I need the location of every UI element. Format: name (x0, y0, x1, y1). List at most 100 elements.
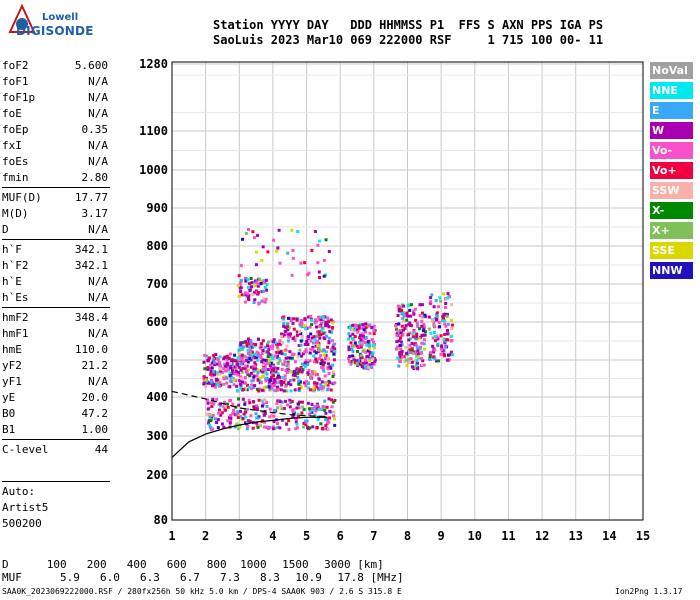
echo-point (276, 372, 280, 376)
echo-point (213, 363, 217, 367)
echo-point (208, 423, 212, 427)
echo-point (314, 409, 318, 413)
echo-point (436, 342, 440, 346)
echo-point (213, 361, 216, 365)
param-label: foF1 (2, 75, 29, 88)
echo-point (444, 302, 448, 305)
echo-point (417, 355, 420, 359)
echo-point (283, 374, 287, 378)
param-value: 348.4 (74, 311, 108, 324)
param-row: foF2 5.600 (2, 58, 108, 74)
echo-point (252, 291, 256, 295)
echo-point (326, 418, 330, 422)
echo-point (239, 368, 243, 372)
echo-point (246, 419, 250, 423)
echo-point (329, 388, 333, 392)
echo-point (239, 286, 243, 290)
echo-point (306, 371, 310, 375)
echo-point (353, 335, 357, 338)
echo-point (297, 406, 301, 410)
echo-point (264, 379, 268, 383)
echo-point (301, 405, 305, 409)
echo-point (326, 367, 330, 371)
echo-point (347, 357, 351, 361)
echo-point (248, 345, 251, 349)
echo-point (364, 350, 368, 354)
x-tick-label: 3 (236, 529, 243, 543)
echo-point (238, 356, 242, 359)
param-row: hmE 110.0 (2, 342, 108, 358)
param-label: B0 (2, 407, 16, 420)
echo-point (433, 348, 437, 352)
param-row: M(D) 3.17 (2, 206, 108, 222)
param-row: foEs N/A (2, 154, 108, 170)
echo-point (267, 385, 271, 389)
echo-point (408, 331, 412, 335)
echo-point (229, 380, 233, 384)
echo-point (322, 353, 326, 357)
param-row: foF1 N/A (2, 74, 108, 90)
echo-point (300, 354, 303, 358)
echo-point (415, 361, 419, 365)
echo-point (362, 334, 365, 338)
echo-point (205, 412, 209, 416)
echo-point (313, 321, 317, 325)
echo-point (360, 332, 364, 336)
echo-point (287, 335, 291, 339)
echo-point (208, 367, 212, 370)
echo-point (351, 323, 355, 327)
echo-point (402, 313, 406, 317)
echo-point (367, 363, 371, 367)
param-row: h`F2 342.1 (2, 258, 108, 274)
echo-point (216, 383, 220, 387)
echo-point (277, 342, 281, 346)
echo-point (356, 328, 360, 332)
param-value: N/A (88, 327, 108, 340)
echo-point (239, 278, 243, 282)
echo-point (333, 399, 337, 402)
echo-point (402, 304, 406, 308)
echo-point (302, 363, 306, 367)
echo-point (415, 332, 419, 336)
x-tick-label: 8 (404, 529, 411, 543)
echo-point (299, 332, 303, 336)
echo-point (324, 350, 328, 354)
y-tick-label: 400 (146, 390, 168, 404)
echo-point (290, 317, 294, 321)
echo-point (317, 315, 321, 319)
echo-point (253, 298, 257, 302)
echo-point (282, 324, 286, 328)
echo-point (447, 353, 450, 357)
echo-point (228, 374, 232, 378)
echo-point (244, 364, 248, 368)
y-tick-label: 900 (146, 201, 168, 215)
echo-point (266, 350, 270, 354)
echo-point (206, 407, 210, 411)
param-value: N/A (88, 107, 108, 120)
echo-point (270, 368, 274, 372)
echo-point (300, 411, 304, 415)
echo-point (322, 319, 326, 323)
echo-point (286, 362, 290, 366)
echo-point (215, 380, 218, 384)
echo-point (286, 360, 290, 364)
param-value: 1.00 (81, 423, 109, 436)
echo-point (423, 330, 427, 334)
echo-point (256, 282, 260, 286)
echo-point (352, 355, 356, 359)
echo-point (333, 347, 337, 351)
echo-point (408, 323, 412, 327)
echo-point (291, 256, 295, 260)
echo-point (365, 343, 369, 347)
x-axis-ticks: 1 2 3 4 5 6 7 8 9 10 11 12 13 14 15 (168, 529, 650, 543)
echo-point (216, 418, 220, 422)
param-group-confidence: C-level 44 (2, 442, 108, 458)
echo-point (317, 377, 321, 381)
echo-point (263, 367, 267, 370)
param-group-critical-frequencies: foF2 5.600 foF1 N/A foF1p N/A foE N/A foEp 0.35 fx… (2, 58, 108, 186)
param-group-muf: MUF(D) 17.77 M(D) 3.17 D N/A (2, 190, 108, 238)
x-tick-label: 2 (202, 529, 209, 543)
echo-point (296, 375, 300, 379)
echo-point (273, 356, 276, 360)
echo-point (328, 380, 332, 384)
